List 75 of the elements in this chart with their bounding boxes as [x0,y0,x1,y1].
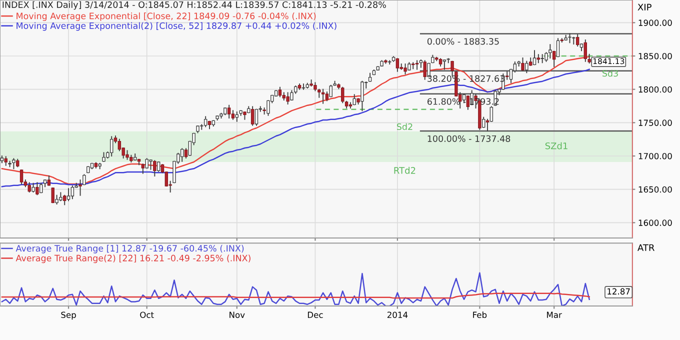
candlestick [576,34,580,46]
candlestick [412,62,415,70]
candlestick [278,86,282,98]
candlestick [360,80,364,112]
candlestick [415,60,419,70]
y-tick-label: 1650.00 [638,186,672,193]
candlestick [110,136,114,156]
candlestick [556,38,560,58]
y-tick-label: 1900.00 [638,20,672,26]
candlestick [446,58,450,64]
candlestick [12,158,16,170]
candlestick [540,54,544,64]
candlestick [180,148,184,162]
candlestick [40,182,43,194]
candlestick [548,44,552,58]
y-tick-label: 1800.00 [638,86,672,93]
ref-line-label: Sd2 [396,123,412,130]
y-axis-title: ATR [638,244,654,251]
annotation: 100.00% - 1737.48 [428,135,510,142]
y-tick-label: 1700.00 [638,152,672,160]
candlestick [204,116,208,128]
candlestick [36,182,39,196]
candlestick [321,88,325,104]
legend-label: Average True Range [1] 12.87 -19.67 -60.45% (.INX) [16,244,244,254]
candlestick [525,60,528,74]
candlestick [521,58,524,72]
candlestick [66,188,70,202]
candlestick [20,170,24,184]
annotation: RTd2 [394,166,416,174]
candlestick [396,58,400,72]
candlestick [536,54,540,64]
candlestick [572,36,576,44]
band-label: SZd1 [545,142,568,150]
x-tick-label: Oct [140,312,154,318]
candlestick [388,60,392,64]
text: 12.87 [608,288,630,295]
candlestick [254,108,258,126]
candlestick [47,176,51,186]
candlestick [329,84,332,98]
candlestick [352,94,356,106]
candlestick [250,106,254,126]
chart-title: INDEX [.INX Daily] 3/14/2014 - O:1845.07 H:1852.44 L:1839.57 C:1841.13 -5.21 -0.28% [2,1,386,10]
x-tick-label: Dec [308,312,323,318]
y-tick-label: 1850.00 [638,52,672,60]
candlestick [442,60,446,70]
x-tick-label: 2014 [387,312,408,318]
candlestick [423,60,426,80]
y-tick-label: 1750.00 [638,120,672,126]
candlestick [482,116,486,128]
candlestick [302,84,306,90]
candlestick [532,50,536,66]
candlestick [51,188,54,204]
candlestick [156,162,160,172]
annotation: 0.00% - 1883.35 [427,38,499,45]
x-tick-label: Feb [473,312,487,318]
candlestick [118,138,122,152]
y-axis-title: XIP [638,4,652,10]
candlestick [63,194,66,206]
legend-label: Moving Average Exponential(2) [Close, 52] 1829.87 +0.44 +0.02% (.INX) [16,22,336,31]
candlestick [286,92,290,104]
candlestick [490,106,494,122]
x-tick-label: Mar [547,312,562,318]
legend-label: Moving Average Exponential [Close, 22] 1849.09 -0.76 -0.04% (.INX) [16,12,316,21]
ref-line-label: Sd3 [602,70,618,77]
candlestick [70,186,74,200]
x-tick-label: Sep [61,312,76,320]
candlestick [227,104,231,118]
candlestick [153,160,156,176]
legend-label: Average True Range(2) [22] 16.21 -0.49 -2.95% (.INX) [16,254,250,264]
y-tick-label: 1600.00 [638,220,672,226]
candlestick [404,64,407,74]
candlestick [584,40,588,62]
candlestick [28,182,31,192]
x-tick-label: Nov [230,312,245,318]
candlestick [341,86,344,104]
